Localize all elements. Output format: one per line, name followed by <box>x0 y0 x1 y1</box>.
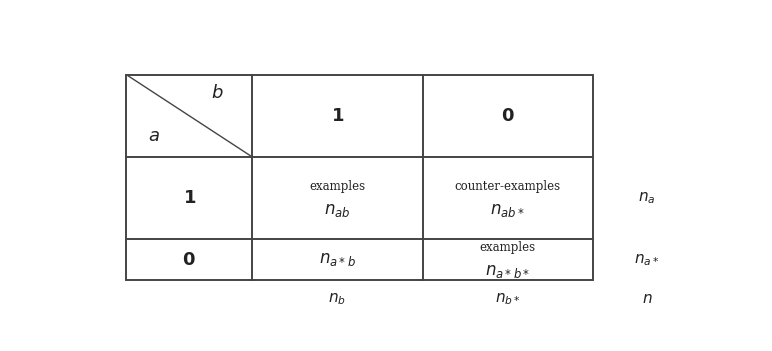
Text: $n_a$: $n_a$ <box>638 190 655 206</box>
Text: $a$: $a$ <box>148 127 160 145</box>
Text: $n_{b*}$: $n_{b*}$ <box>495 291 520 307</box>
Text: $\mathbf{0}$: $\mathbf{0}$ <box>182 251 196 269</box>
Text: counter-examples: counter-examples <box>455 180 561 193</box>
Text: $n_{ab*}$: $n_{ab*}$ <box>490 202 525 219</box>
Text: $\mathbf{0}$: $\mathbf{0}$ <box>501 107 515 125</box>
Text: $n$: $n$ <box>642 292 652 306</box>
Text: examples: examples <box>479 241 536 254</box>
Text: $n_{a*b*}$: $n_{a*b*}$ <box>486 263 530 280</box>
Text: $\mathbf{1}$: $\mathbf{1}$ <box>183 189 196 207</box>
Text: $n_{ab}$: $n_{ab}$ <box>324 202 350 219</box>
Bar <box>127 74 593 280</box>
Text: $b$: $b$ <box>211 84 223 102</box>
Text: examples: examples <box>310 180 365 193</box>
Text: $n_{a*}$: $n_{a*}$ <box>635 252 659 267</box>
Text: $\mathbf{1}$: $\mathbf{1}$ <box>330 107 344 125</box>
Text: $n_b$: $n_b$ <box>328 291 347 307</box>
Text: $n_{a*b}$: $n_{a*b}$ <box>319 251 356 268</box>
